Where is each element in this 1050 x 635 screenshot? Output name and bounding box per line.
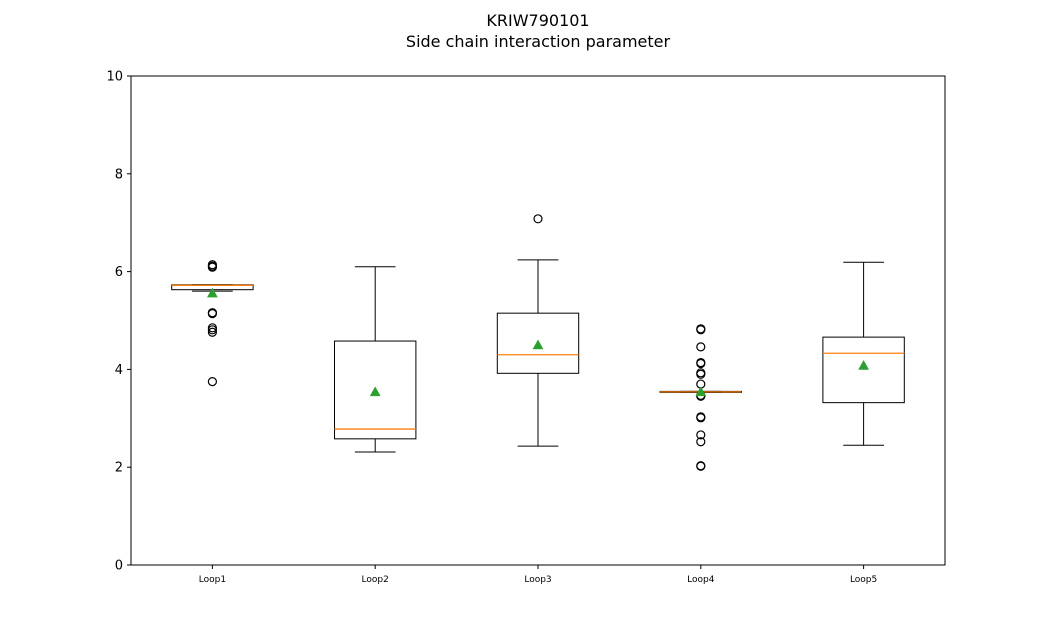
chart-title: KRIW790101 <box>486 11 589 30</box>
chart-subtitle: Side chain interaction parameter <box>406 32 671 51</box>
x-tick-label: Loop5 <box>850 575 877 585</box>
plot-frame <box>130 75 946 566</box>
y-tick-label: 0 <box>115 559 123 574</box>
outlier-point <box>696 342 706 352</box>
box <box>334 340 417 440</box>
outlier-point <box>696 358 706 369</box>
mean-marker <box>695 386 707 397</box>
x-tick-label: Loop2 <box>362 575 389 585</box>
outlier-point <box>696 325 706 335</box>
box <box>496 312 580 374</box>
box <box>822 336 905 404</box>
mean-marker <box>858 359 870 370</box>
outlier-point <box>696 369 706 379</box>
outlier-point <box>696 413 706 423</box>
outlier-point <box>207 377 217 387</box>
y-tick-label: 4 <box>115 363 123 378</box>
mean-marker <box>532 339 544 350</box>
mean-marker <box>206 287 218 298</box>
outlier-point <box>207 309 217 319</box>
outlier-point <box>207 325 217 335</box>
y-tick-label: 8 <box>115 167 123 182</box>
y-tick-label: 10 <box>106 70 123 85</box>
outlier-point <box>533 214 543 224</box>
y-tick-label: 6 <box>115 265 123 280</box>
x-tick-label: Loop1 <box>199 575 226 585</box>
y-tick-label: 2 <box>115 461 123 476</box>
outlier-point <box>207 327 217 337</box>
outlier-point <box>696 437 706 447</box>
x-tick-label: Loop3 <box>524 575 551 585</box>
outlier-point <box>207 262 217 272</box>
mean-marker <box>369 386 381 397</box>
plot-area: 0 2 4 6 8 10 Loop1 Loop2 Loop3 Loop4 Loop5 <box>106 70 905 585</box>
outlier-point <box>696 430 706 440</box>
x-tick-label: Loop4 <box>687 575 715 585</box>
outlier-point <box>696 461 706 471</box>
